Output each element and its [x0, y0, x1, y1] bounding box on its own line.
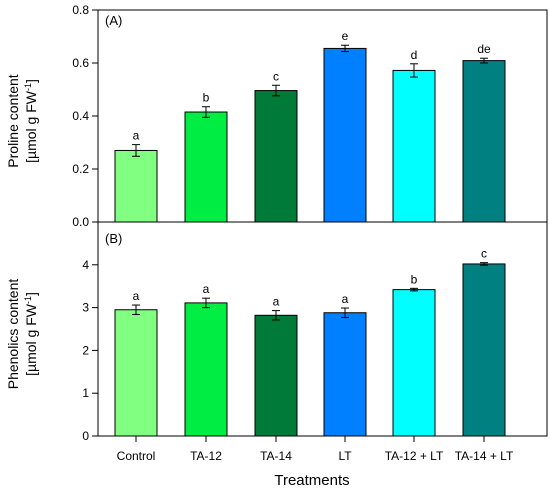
- x-tick-label: Control: [117, 449, 156, 463]
- bar: [254, 90, 298, 223]
- bar: [184, 302, 228, 437]
- panel-label: (B): [105, 231, 122, 246]
- y-tick-label: 3: [82, 301, 89, 315]
- x-axis-label: Treatments: [274, 472, 349, 489]
- bar: [462, 263, 506, 437]
- y-axis-label-line1: Phenolics content: [5, 279, 21, 390]
- panel-label: (A): [105, 13, 122, 28]
- x-tick-label: TA-14: [260, 449, 292, 463]
- y-axis-label-line2: [µmol g FW-1]: [23, 79, 39, 163]
- y-axis-label-line2: [µmol g FW-1]: [23, 292, 39, 376]
- significance-letter: a: [133, 129, 140, 143]
- panel-b: 0 1 2 3 4 (B) Phenolics content [µmol g FW-1] a a…: [5, 221, 548, 443]
- y-axis-label-line1: Proline content: [5, 74, 21, 168]
- x-tick-label: TA-12 + LT: [385, 449, 444, 463]
- plot-frame: [97, 221, 548, 437]
- bar: [392, 289, 436, 437]
- bar: [323, 47, 367, 223]
- bar: [323, 312, 367, 437]
- significance-letter: de: [477, 42, 491, 56]
- y-tick-label: 0.6: [72, 56, 89, 70]
- y-tick-label: 0.2: [72, 162, 89, 176]
- significance-letter: e: [342, 29, 349, 43]
- significance-letter: a: [133, 289, 140, 303]
- bar: [254, 314, 298, 437]
- significance-letter: a: [203, 282, 210, 296]
- significance-letter: b: [411, 272, 418, 286]
- significance-letter: a: [342, 292, 349, 306]
- panel-a: 0.0 0.2 0.4 0.6 0.8 (A) Proline content [µmol g…: [5, 3, 548, 229]
- x-tick-label: LT: [338, 449, 352, 463]
- y-tick-label: 0.0: [72, 215, 89, 229]
- bar: [114, 309, 158, 437]
- bar: [184, 111, 228, 223]
- bar: [392, 69, 436, 223]
- x-tick-label: TA-14 + LT: [455, 449, 514, 463]
- x-tick-label: TA-12: [190, 449, 222, 463]
- y-tick-label: 0: [82, 429, 89, 443]
- y-tick-label: 4: [82, 258, 89, 272]
- y-tick-label: 0.4: [72, 109, 89, 123]
- significance-letter: b: [203, 91, 210, 105]
- significance-letter: a: [273, 295, 280, 309]
- significance-letter: c: [273, 69, 279, 83]
- significance-letter: c: [481, 247, 487, 261]
- y-tick-label: 1: [82, 386, 89, 400]
- bar: [114, 149, 158, 223]
- bar: [462, 60, 506, 223]
- y-tick-label: 0.8: [72, 3, 89, 17]
- x-axis: Control TA-12 TA-14 LT TA-12 + LT TA-14 + LT: [117, 436, 514, 463]
- significance-letter: d: [411, 48, 418, 62]
- y-tick-label: 2: [82, 343, 89, 357]
